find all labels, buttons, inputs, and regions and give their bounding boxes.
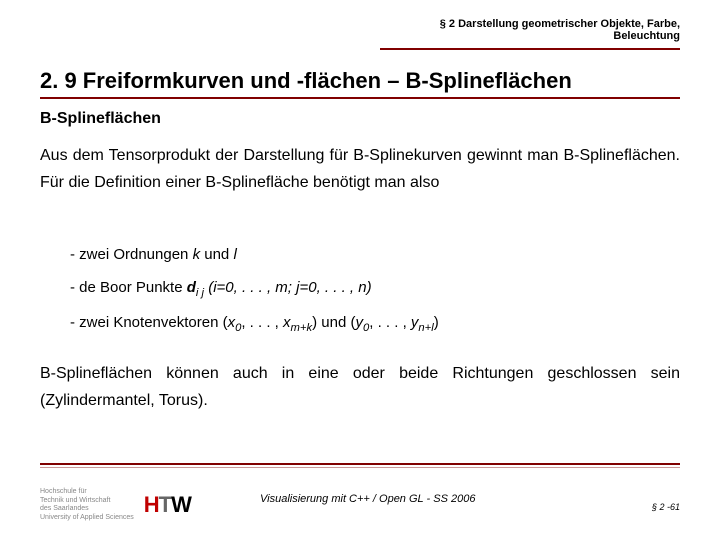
- section-title: 2. 9 Freiformkurven und -flächen – B-Spl…: [40, 68, 680, 94]
- chapter-line-2: Beleuchtung: [440, 30, 680, 42]
- htw-logo: HTW: [144, 492, 191, 518]
- paragraph-2: B-Splineflächen können auch in eine oder…: [40, 360, 680, 414]
- page-number: § 2 -61: [652, 502, 680, 512]
- logo-block: Hochschule für Technik und Wirtschaft de…: [40, 488, 191, 522]
- section-rule: [40, 97, 680, 99]
- header-rule: [380, 48, 680, 50]
- bullet-1: - zwei Ordnungen k und l: [70, 238, 680, 271]
- logo-t: T: [159, 492, 171, 517]
- logo-h: H: [144, 492, 159, 517]
- chapter-header: § 2 Darstellung geometrischer Objekte, F…: [440, 18, 680, 42]
- bullet-2: - de Boor Punkte di j (i=0, . . . , m; j…: [70, 271, 680, 306]
- footer-caption: Visualisierung mit C++ / Open GL - SS 20…: [260, 493, 475, 505]
- paragraph-1: Aus dem Tensorprodukt der Darstellung fü…: [40, 142, 680, 196]
- sub-heading: B-Splineflächen: [40, 110, 161, 128]
- footer-rule-thin: [40, 467, 680, 468]
- bullet-3: - zwei Knotenvektoren (x0, . . . , xm+k)…: [70, 306, 680, 341]
- footer-rule: [40, 463, 680, 465]
- chapter-line-1: § 2 Darstellung geometrischer Objekte, F…: [440, 18, 680, 30]
- logo-w: W: [171, 492, 191, 517]
- logo-text: Hochschule für Technik und Wirtschaft de…: [40, 488, 134, 522]
- bullet-list: - zwei Ordnungen k und l - de Boor Punkt…: [70, 238, 680, 341]
